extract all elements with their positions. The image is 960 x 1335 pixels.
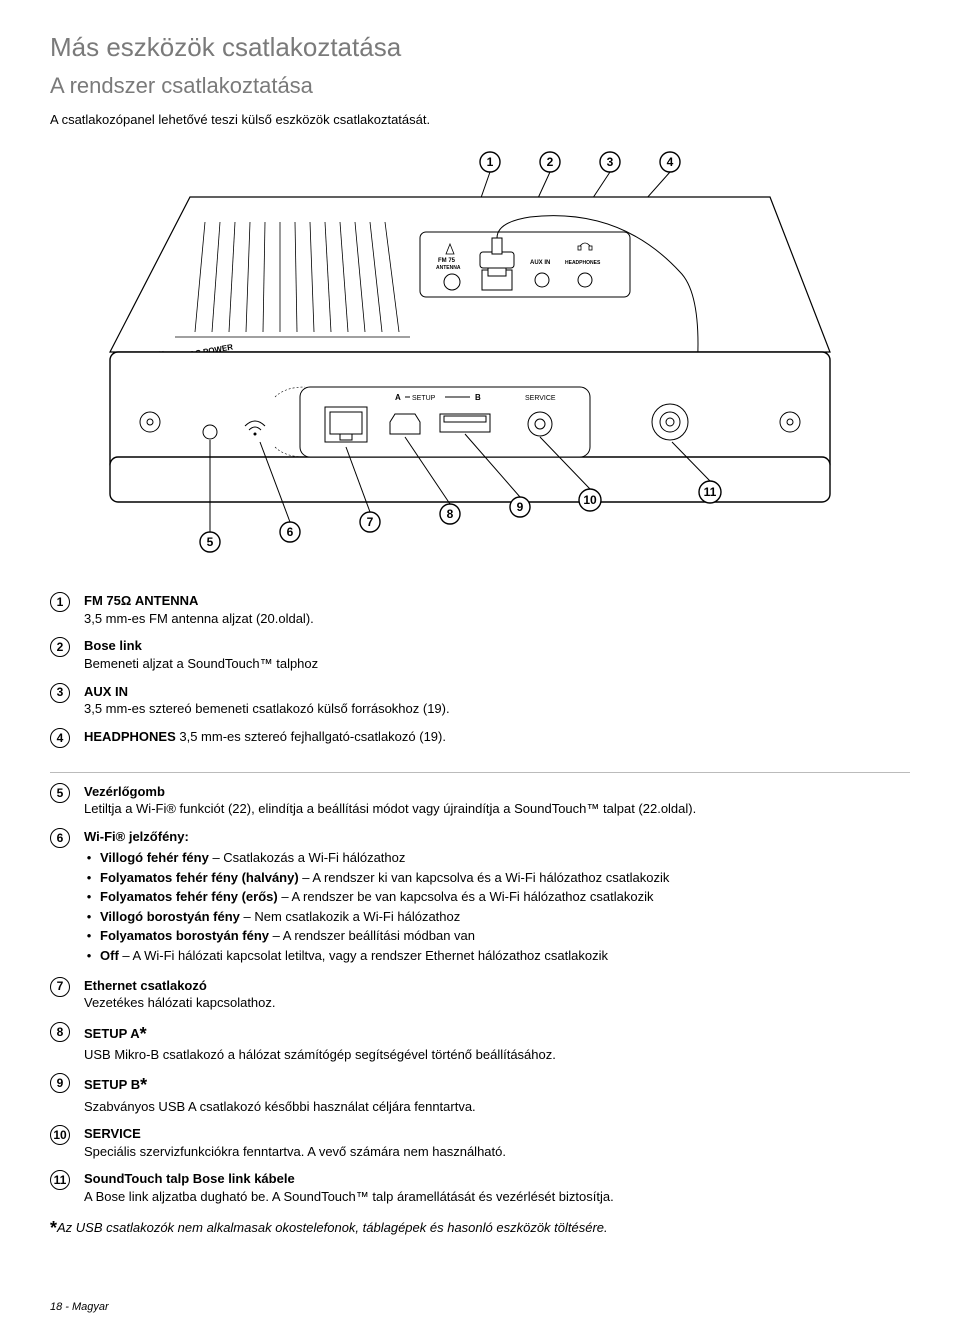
item-title: SoundTouch talp Bose link kábele bbox=[84, 1170, 910, 1188]
item-desc: Vezetékes hálózati kapcsolathoz. bbox=[84, 994, 910, 1012]
item-num: 3 bbox=[50, 683, 70, 703]
diagram-svg: 1 2 3 4 bbox=[50, 142, 910, 572]
svg-text:HEADPHONES: HEADPHONES bbox=[565, 260, 601, 266]
page-footer: 18 - Magyar bbox=[50, 1300, 910, 1315]
item-num: 11 bbox=[50, 1170, 70, 1190]
item-4: 4 HEADPHONES 3,5 mm-es sztereó fejhallga… bbox=[50, 728, 910, 748]
item-11: 11 SoundTouch talp Bose link kábele A Bo… bbox=[50, 1170, 910, 1205]
section-title: Más eszközök csatlakoztatása bbox=[50, 30, 910, 65]
item-desc: USB Mikro-B csatlakozó a hálózat számító… bbox=[84, 1046, 910, 1064]
item-title: Wi-Fi® jelzőfény: bbox=[84, 828, 910, 846]
item-title: HEADPHONES bbox=[84, 729, 176, 744]
svg-text:5: 5 bbox=[207, 535, 214, 549]
item-3: 3 AUX IN 3,5 mm-es sztereó bemeneti csat… bbox=[50, 683, 910, 718]
callout-1: 1 bbox=[487, 155, 494, 169]
svg-text:11: 11 bbox=[704, 485, 717, 499]
svg-text:B: B bbox=[475, 393, 481, 402]
item-num: 4 bbox=[50, 728, 70, 748]
item-desc: 3,5 mm-es sztereó fejhallgató-csatlakozó… bbox=[176, 729, 446, 744]
item-10: 10 SERVICE Speciális szervizfunkciókra f… bbox=[50, 1125, 910, 1160]
item-num: 5 bbox=[50, 783, 70, 803]
svg-text:6: 6 bbox=[287, 525, 294, 539]
item-num: 8 bbox=[50, 1022, 70, 1042]
footnote-text: Az USB csatlakozók nem alkalmasak okoste… bbox=[57, 1220, 608, 1235]
asterisk: * bbox=[140, 1075, 147, 1095]
item-7: 7 Ethernet csatlakozó Vezetékes hálózati… bbox=[50, 977, 910, 1012]
separator bbox=[50, 772, 910, 773]
item-1: 1 FM 75Ω ANTENNA 3,5 mm-es FM antenna al… bbox=[50, 592, 910, 627]
bullets: •Villogó fehér fény – Csatlakozás a Wi-F… bbox=[84, 849, 910, 964]
svg-text:8: 8 bbox=[447, 507, 454, 521]
item-5: 5 Vezérlőgomb Letiltja a Wi-Fi® funkciót… bbox=[50, 783, 910, 818]
item-desc: 3,5 mm-es sztereó bemeneti csatlakozó kü… bbox=[84, 700, 910, 718]
item-desc: Szabványos USB A csatlakozó későbbi hasz… bbox=[84, 1098, 910, 1116]
items-list: 1 FM 75Ω ANTENNA 3,5 mm-es FM antenna al… bbox=[50, 592, 910, 1205]
item-title: Ethernet csatlakozó bbox=[84, 977, 910, 995]
item-desc: Bemeneti aljzat a SoundTouch™ talphoz bbox=[84, 655, 910, 673]
item-desc: Speciális szervizfunkciókra fenntartva. … bbox=[84, 1143, 910, 1161]
svg-text:AUX IN: AUX IN bbox=[530, 260, 550, 266]
item-title: SETUP B bbox=[84, 1077, 140, 1092]
callout-2: 2 bbox=[547, 155, 554, 169]
subsection-title: A rendszer csatlakoztatása bbox=[50, 71, 910, 101]
svg-text:9: 9 bbox=[517, 500, 524, 514]
svg-text:SETUP: SETUP bbox=[412, 395, 436, 402]
item-6: 6 Wi-Fi® jelzőfény: •Villogó fehér fény … bbox=[50, 828, 910, 967]
svg-text:SERVICE: SERVICE bbox=[525, 395, 556, 402]
item-desc: 3,5 mm-es FM antenna aljzat (20.oldal). bbox=[84, 610, 910, 628]
svg-text:FM 75: FM 75 bbox=[438, 258, 456, 264]
item-2: 2 Bose link Bemeneti aljzat a SoundTouch… bbox=[50, 637, 910, 672]
item-num: 9 bbox=[50, 1073, 70, 1093]
callout-3: 3 bbox=[607, 155, 614, 169]
item-num: 2 bbox=[50, 637, 70, 657]
item-9: 9 SETUP B* Szabványos USB A csatlakozó k… bbox=[50, 1073, 910, 1115]
intro-text: A csatlakozópanel lehetővé teszi külső e… bbox=[50, 111, 910, 129]
svg-text:7: 7 bbox=[367, 515, 374, 529]
item-num: 10 bbox=[50, 1125, 70, 1145]
connector-panel-diagram: 1 2 3 4 bbox=[50, 142, 910, 572]
svg-text:10: 10 bbox=[583, 493, 597, 507]
asterisk: * bbox=[140, 1024, 147, 1044]
item-title: SETUP A bbox=[84, 1026, 140, 1041]
item-8: 8 SETUP A* USB Mikro-B csatlakozó a háló… bbox=[50, 1022, 910, 1064]
item-title: Vezérlőgomb bbox=[84, 783, 910, 801]
item-title: SERVICE bbox=[84, 1125, 910, 1143]
item-num: 7 bbox=[50, 977, 70, 997]
footnote: *Az USB csatlakozók nem alkalmasak okost… bbox=[50, 1216, 910, 1240]
item-title: AUX IN bbox=[84, 683, 910, 701]
item-desc: A Bose link aljzatba dugható be. A Sound… bbox=[84, 1188, 910, 1206]
callout-4: 4 bbox=[667, 155, 674, 169]
svg-text:A: A bbox=[395, 393, 401, 402]
svg-text:ANTENNA: ANTENNA bbox=[436, 265, 461, 271]
item-num: 6 bbox=[50, 828, 70, 848]
item-num: 1 bbox=[50, 592, 70, 612]
item-title: FM 75Ω ANTENNA bbox=[84, 592, 910, 610]
item-desc: Letiltja a Wi-Fi® funkciót (22), elindít… bbox=[84, 800, 910, 818]
item-title: Bose link bbox=[84, 637, 910, 655]
